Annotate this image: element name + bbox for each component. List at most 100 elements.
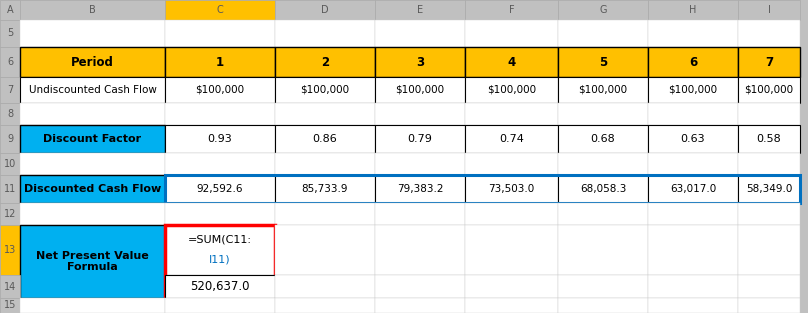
- Text: $100,000: $100,000: [301, 85, 350, 95]
- Bar: [558, 125, 648, 153]
- Text: 9: 9: [7, 134, 13, 144]
- Bar: [165, 103, 275, 125]
- Text: 1: 1: [216, 55, 224, 69]
- Bar: [275, 225, 375, 275]
- Bar: [738, 153, 800, 175]
- Bar: [0, 125, 20, 153]
- Bar: [558, 20, 648, 47]
- Text: 520,637.0: 520,637.0: [190, 280, 250, 293]
- Bar: [648, 0, 738, 20]
- Bar: [20, 125, 165, 153]
- Text: 15: 15: [4, 300, 16, 310]
- Bar: [375, 298, 465, 313]
- Bar: [0, 47, 20, 77]
- Bar: [738, 47, 800, 77]
- Text: $100,000: $100,000: [579, 85, 628, 95]
- Text: A: A: [6, 5, 13, 15]
- Bar: [375, 103, 465, 125]
- Bar: [20, 47, 165, 77]
- Bar: [465, 203, 558, 225]
- Bar: [275, 77, 375, 103]
- Bar: [0, 20, 20, 47]
- Bar: [465, 153, 558, 175]
- Bar: [20, 153, 165, 175]
- Bar: [465, 275, 558, 298]
- Text: $100,000: $100,000: [395, 85, 444, 95]
- Bar: [275, 175, 375, 203]
- Bar: [558, 153, 648, 175]
- Bar: [0, 203, 20, 225]
- Bar: [20, 20, 165, 47]
- Bar: [375, 203, 465, 225]
- Bar: [558, 47, 648, 77]
- Bar: [20, 175, 165, 203]
- Text: 7: 7: [7, 85, 13, 95]
- Text: 3: 3: [416, 55, 424, 69]
- Text: 73,503.0: 73,503.0: [488, 184, 535, 194]
- Bar: [0, 225, 20, 275]
- Bar: [0, 153, 20, 175]
- Text: F: F: [509, 5, 515, 15]
- Text: D: D: [322, 5, 329, 15]
- Text: =SUM(C11:: =SUM(C11:: [188, 235, 252, 245]
- Bar: [558, 225, 648, 275]
- Bar: [375, 225, 465, 275]
- Bar: [275, 125, 375, 153]
- Bar: [275, 20, 375, 47]
- Bar: [165, 175, 800, 203]
- Bar: [375, 153, 465, 175]
- Text: 10: 10: [4, 159, 16, 169]
- Bar: [558, 203, 648, 225]
- Text: 6: 6: [7, 57, 13, 67]
- Bar: [275, 153, 375, 175]
- Bar: [275, 275, 375, 298]
- Bar: [20, 0, 165, 20]
- Bar: [738, 225, 800, 275]
- Bar: [738, 175, 800, 203]
- Text: 58,349.0: 58,349.0: [746, 184, 792, 194]
- Text: 7: 7: [765, 55, 773, 69]
- Bar: [0, 0, 20, 20]
- Bar: [165, 0, 275, 20]
- Text: 92,592.6: 92,592.6: [197, 184, 243, 194]
- Bar: [20, 298, 165, 313]
- Text: 68,058.3: 68,058.3: [580, 184, 626, 194]
- Bar: [465, 175, 558, 203]
- Text: $100,000: $100,000: [668, 85, 718, 95]
- Bar: [275, 0, 375, 20]
- Bar: [375, 47, 465, 77]
- Bar: [648, 203, 738, 225]
- Bar: [375, 0, 465, 20]
- Bar: [275, 103, 375, 125]
- Bar: [558, 77, 648, 103]
- Text: 0.63: 0.63: [680, 134, 705, 144]
- Text: E: E: [417, 5, 423, 15]
- Bar: [0, 103, 20, 125]
- Text: 4: 4: [507, 55, 516, 69]
- Bar: [20, 103, 165, 125]
- Text: 8: 8: [7, 109, 13, 119]
- Text: 63,017.0: 63,017.0: [670, 184, 716, 194]
- Text: Net Present Value
Formula: Net Present Value Formula: [36, 251, 149, 272]
- Text: I: I: [768, 5, 771, 15]
- Bar: [0, 275, 20, 298]
- Text: 13: 13: [4, 245, 16, 255]
- Bar: [648, 225, 738, 275]
- Text: Period: Period: [71, 55, 114, 69]
- Bar: [648, 125, 738, 153]
- Bar: [165, 275, 275, 298]
- Text: 5: 5: [599, 55, 607, 69]
- Bar: [0, 175, 20, 203]
- Bar: [165, 175, 275, 203]
- Bar: [738, 0, 800, 20]
- Bar: [165, 203, 275, 225]
- Bar: [465, 298, 558, 313]
- Bar: [738, 77, 800, 103]
- Text: 6: 6: [689, 55, 697, 69]
- Bar: [165, 125, 275, 153]
- Bar: [648, 20, 738, 47]
- Text: $100,000: $100,000: [744, 85, 793, 95]
- Bar: [375, 20, 465, 47]
- Bar: [465, 77, 558, 103]
- Text: G: G: [600, 5, 607, 15]
